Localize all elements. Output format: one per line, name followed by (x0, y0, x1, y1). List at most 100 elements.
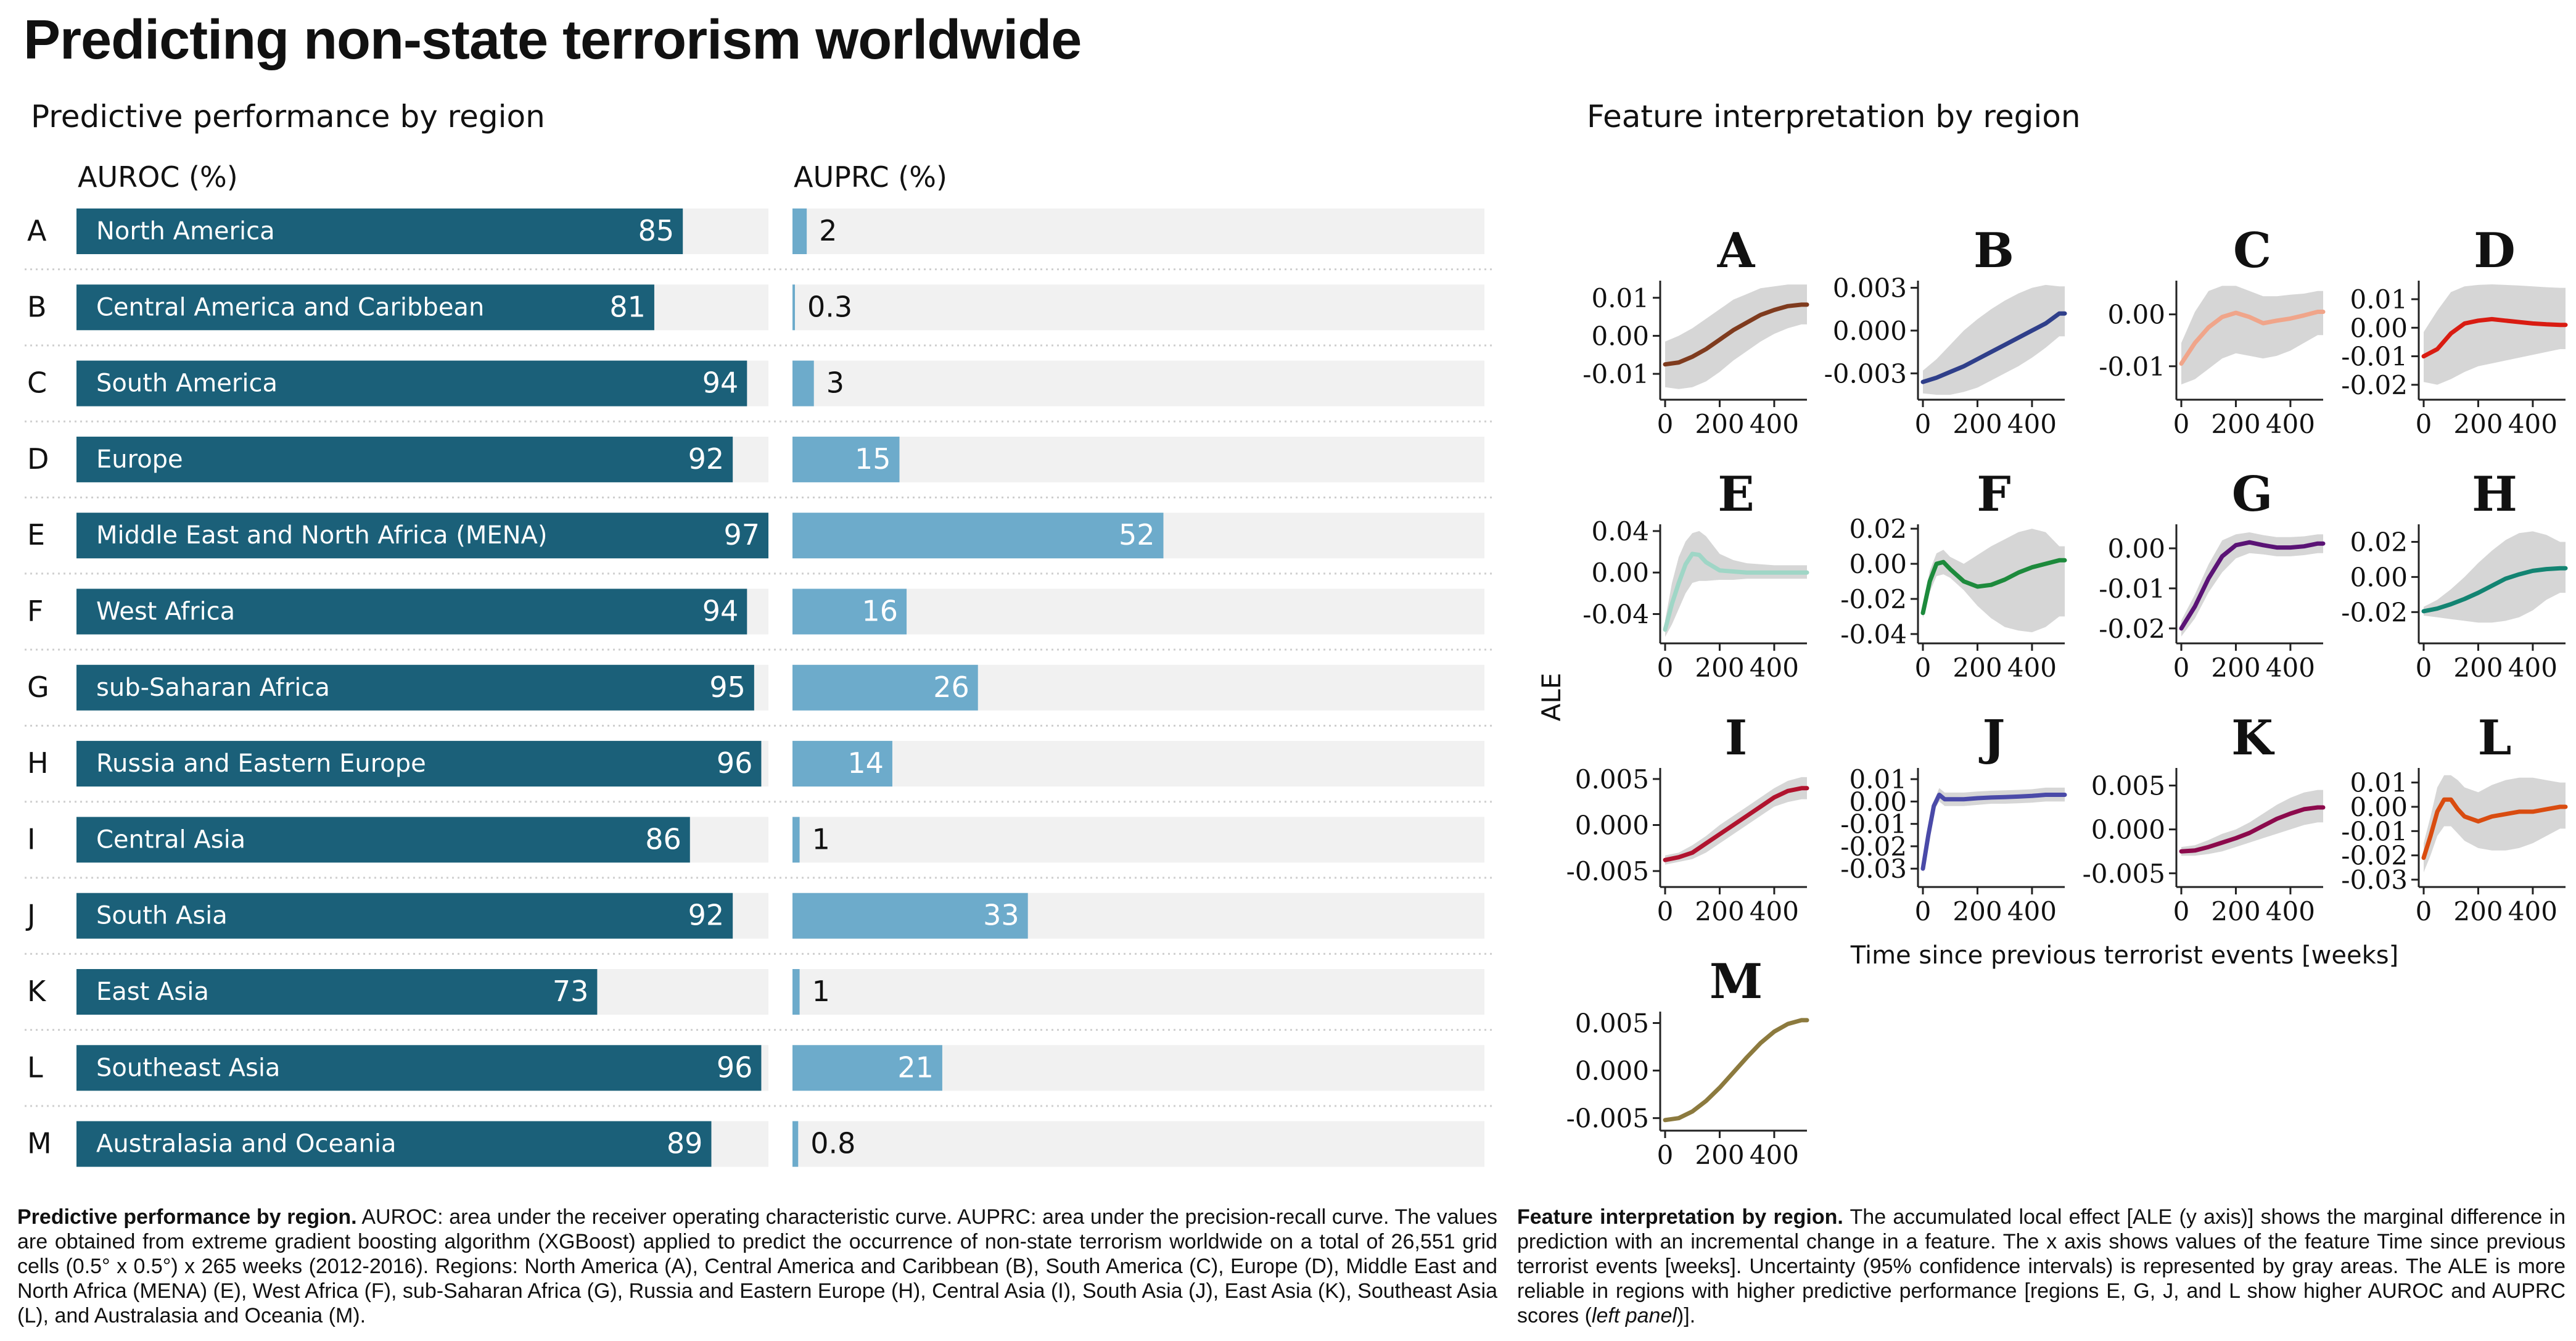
left-panel-title: Predictive performance by region (31, 99, 545, 134)
region-label: Australasia and Oceania (96, 1130, 397, 1158)
ale-line (2421, 566, 2568, 614)
y-tick-label: -0.02 (1840, 831, 1907, 862)
auprc-bar (792, 588, 907, 635)
x-tick-label: 0 (2416, 896, 2432, 926)
auprc-value: 1 (812, 822, 830, 856)
y-tick-label: 0.005 (1575, 1009, 1649, 1039)
auroc-bar (76, 513, 768, 559)
panel-title: E (1718, 466, 1754, 522)
x-tick-label: 400 (1750, 896, 1799, 926)
region-label: Southeast Asia (96, 1054, 280, 1082)
region-label: Central America and Caribbean (96, 293, 484, 321)
auroc-bar (76, 893, 733, 939)
panel-title: I (1725, 710, 1748, 766)
x-tick-label: 200 (2211, 409, 2260, 439)
auroc-value: 81 (609, 290, 646, 323)
x-tick-label: 400 (1750, 409, 1799, 439)
y-tick-label: -0.005 (1566, 856, 1649, 886)
auprc-bar (792, 284, 795, 331)
panel-title: F (1977, 466, 2010, 522)
right-caption-bold: Feature interpretation by region. (1517, 1205, 1843, 1229)
region-label: South America (96, 369, 278, 398)
auroc-header: AUROC (%) (78, 160, 238, 194)
row-letter: D (27, 442, 49, 476)
panel-title: D (2474, 223, 2516, 279)
x-tick-label: 400 (1750, 1140, 1799, 1170)
auroc-bar (76, 360, 747, 406)
x-tick-label: 200 (1695, 896, 1744, 926)
panel-title: L (2478, 710, 2512, 766)
auprc-bar (792, 969, 800, 1015)
auroc-value: 92 (688, 442, 725, 476)
x-tick-label: 200 (1695, 1140, 1744, 1170)
auprc-bar (792, 664, 978, 711)
ale-line (2421, 797, 2568, 860)
y-tick-label: 0.005 (2091, 770, 2165, 801)
x-tick-label: 0 (2173, 653, 2190, 683)
y-tick-label: 0.000 (1833, 316, 1907, 346)
x-tick-label: 400 (2266, 409, 2315, 439)
row-letter: I (27, 822, 36, 856)
y-tick-label: -0.03 (2341, 865, 2408, 895)
x-tick-label: 400 (2266, 653, 2315, 683)
y-tick-label: 0.00 (2350, 792, 2408, 822)
auroc-value: 86 (645, 822, 681, 856)
auprc-header: AUPRC (%) (794, 160, 947, 194)
y-tick-label: 0.00 (2107, 300, 2165, 330)
ale-line (2179, 540, 2326, 631)
panel-title: H (2472, 466, 2517, 522)
ci-band (2181, 790, 2323, 856)
ale-line (1663, 1018, 1809, 1123)
y-tick-label: -0.03 (1840, 854, 1907, 884)
row-letter: B (27, 290, 47, 323)
ale-line (1920, 793, 2067, 871)
ci-band (2181, 286, 2323, 385)
panel-title: A (1717, 223, 1756, 279)
x-tick-label: 0 (2173, 409, 2190, 439)
auprc-bar (792, 817, 800, 863)
ci-band (2424, 775, 2566, 873)
x-tick-label: 200 (1695, 653, 1744, 683)
x-tick-label: 200 (2453, 653, 2503, 683)
row-letter: F (27, 595, 43, 628)
x-tick-label: 0 (1657, 896, 1674, 926)
region-label: Middle East and North Africa (MENA) (96, 521, 548, 550)
y-tick-label: 0.000 (1575, 811, 1649, 841)
auprc-value: 0.3 (807, 290, 852, 323)
left-caption-text: AUROC: area under the receiver operating… (17, 1205, 1498, 1327)
y-tick-label: -0.005 (2083, 859, 2165, 889)
auprc-track (792, 741, 1484, 787)
auroc-bar (76, 969, 598, 1015)
auprc-value: 1 (812, 975, 830, 1008)
left-caption-bold: Predictive performance by region. (17, 1205, 357, 1229)
auprc-track (792, 436, 1484, 482)
row-letter: J (25, 899, 36, 932)
y-tick-label: 0.00 (1591, 558, 1649, 588)
auprc-value: 14 (847, 746, 884, 780)
x-tick-label: 400 (2508, 896, 2557, 926)
ci-band (1665, 284, 1807, 389)
y-tick-label: -0.02 (2099, 614, 2165, 644)
auprc-track (792, 817, 1484, 863)
auroc-bar (76, 1121, 712, 1167)
right-caption-text-before: The accumulated local effect [ALE (y axi… (1517, 1205, 2566, 1327)
ale-line (1920, 311, 2067, 384)
x-tick-label: 0 (1915, 896, 1932, 926)
auprc-value: 15 (855, 442, 891, 476)
region-label: Central Asia (96, 825, 245, 854)
auprc-bar (792, 208, 807, 254)
y-tick-label: -0.02 (1840, 584, 1907, 614)
panel-title: M (1710, 954, 1763, 1010)
y-tick-label: 0.00 (1591, 321, 1649, 351)
auprc-value: 26 (933, 670, 969, 704)
y-tick-label: -0.02 (2341, 597, 2408, 627)
region-label: South Asia (96, 902, 228, 930)
panel-title: B (1973, 223, 2014, 279)
auroc-bar (76, 436, 733, 482)
auroc-value: 89 (667, 1127, 703, 1160)
auroc-value: 94 (702, 366, 739, 400)
auprc-bar (792, 893, 1028, 939)
region-label: Europe (96, 445, 183, 474)
x-axis-label: Time since previous terrorist events [we… (1850, 941, 2398, 970)
